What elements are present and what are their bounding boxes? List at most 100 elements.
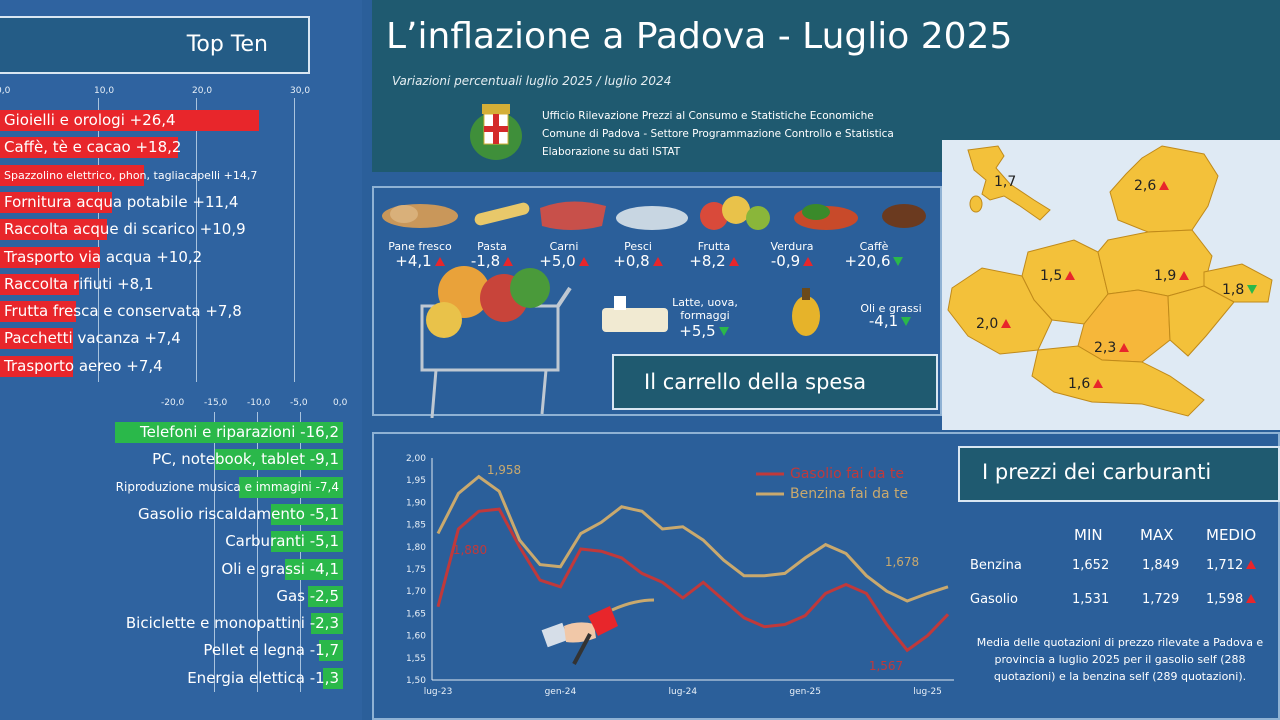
carrello-item-label: Pasta: [477, 240, 507, 253]
map-region-value: 1,6: [1068, 376, 1104, 392]
decrease-bar: [114, 422, 343, 443]
increase-arrow-icon: [1119, 343, 1130, 352]
top-ten-panel: Top Ten 0,0 10,0 20,0 30,0 Gioielli e orolog…: [0, 0, 362, 720]
carrello-item-value: +4,1: [378, 252, 462, 270]
top-ten-title: Top Ten: [186, 32, 268, 57]
gridline: [294, 98, 295, 382]
chart-annotation: 1,880: [453, 543, 487, 557]
item-value-text: +5,0: [539, 252, 576, 270]
carrello-title-box: Il carrello della spesa: [612, 354, 938, 410]
increase-label: Frutta fresca e conservata +7,8: [4, 302, 242, 321]
map-region-value: 1,8: [1222, 282, 1258, 298]
decrease-label: Riproduzione musica e immagini -7,4: [115, 479, 339, 494]
carrello-item-label: Caffè: [859, 240, 889, 253]
page-title: L’inflazione a Padova - Luglio 2025: [386, 16, 1013, 57]
row-gasolio-name: Gasolio: [970, 592, 1018, 607]
row-benzina-name: Benzina: [970, 558, 1022, 573]
increase-arrow-icon: [1246, 560, 1257, 569]
decrease-bar: [271, 531, 343, 553]
carburanti-title: I prezzi dei carburanti: [982, 460, 1212, 484]
oli-label: Oli e grassi: [860, 302, 922, 315]
item-value-text: +20,6: [844, 252, 891, 270]
decrease-label: Telefoni e riparazioni -16,2: [139, 423, 339, 441]
legend-label: Gasolio fai da te: [790, 466, 904, 482]
carrello-item-value: -1,8: [450, 252, 534, 270]
page-subtitle: Variazioni percentuali luglio 2025 / lug…: [392, 74, 672, 88]
increase-arrow-icon: [803, 257, 814, 266]
axis-bottom-tick: -10,0: [247, 398, 271, 408]
region-value-text: 1,8: [1222, 282, 1245, 298]
decrease-bar: [319, 640, 343, 662]
decrease-label: Gasolio riscaldamento -5,1: [138, 504, 339, 523]
decrease-label: Biciclette e monopattini -2,3: [125, 614, 339, 633]
carburanti-title-box: I prezzi dei carburanti: [958, 446, 1280, 502]
increase-arrow-icon: [503, 257, 514, 266]
fuel-pump-icon: [541, 598, 655, 665]
increase-label: Caffè, tè e cacao +18,2: [4, 138, 182, 157]
axis-top-tick: 30,0: [290, 86, 311, 96]
carrello-item-label: Pane fresco: [388, 240, 452, 253]
x-tick-label: lug-23: [424, 687, 453, 697]
carburanti-panel: 2,00 1,95 1,90 1,85 1,80 1,75 1,70 1,65 1,60 1,55…: [372, 432, 1280, 720]
decrease-bar: [323, 667, 343, 689]
increase-arrow-icon: [652, 257, 663, 266]
item-value-text: +4,1: [395, 252, 432, 270]
row-benzina-min: 1,652: [1072, 558, 1110, 573]
carrello-title: Il carrello della spesa: [644, 370, 867, 394]
map-region-value: 1,5: [1040, 268, 1076, 284]
carrello-item-value: +8,2: [672, 252, 756, 270]
increase-bar: [0, 355, 73, 377]
carrello-item-value: +0,8: [596, 252, 680, 270]
increase-label: Spazzolino elettrico, phon, tagliacapell…: [4, 168, 258, 182]
legend-label: Benzina fai da te: [790, 486, 908, 502]
axis-bottom-tick: 0,0: [333, 398, 348, 408]
x-tick-label: lug-24: [668, 687, 697, 697]
region-value-text: 1,9: [1154, 268, 1177, 284]
item-value-text: +0,8: [613, 252, 650, 270]
carrello-item-value: +5,0: [522, 252, 606, 270]
increase-arrow-icon: [1179, 271, 1190, 280]
region-value-text: 2,6: [1134, 178, 1157, 194]
decrease-bar: [214, 449, 343, 471]
decrease-bar: [285, 558, 343, 580]
carrello-item-label: Pesci: [624, 240, 652, 253]
decrease-label: Pellet e legna -1,7: [203, 641, 339, 660]
increase-label: Raccolta rifiuti +8,1: [4, 274, 154, 293]
carrello-item-label: Carni: [549, 240, 579, 253]
carrello-item-value: +20,6: [832, 252, 916, 270]
latte-label-2: formaggi: [680, 309, 730, 322]
gridline: [196, 98, 197, 382]
x-tick-label: gen-24: [545, 687, 577, 697]
chart-annotation: 1,678: [885, 555, 919, 569]
carrello-item-value: -0,9: [750, 252, 834, 270]
food-icons: [382, 196, 926, 418]
increase-arrow-icon: [728, 257, 739, 266]
axis-top-tick: 10,0: [94, 86, 115, 96]
office-line-3: Elaborazione su dati ISTAT: [542, 146, 681, 158]
y-tick-label: 1,50: [406, 676, 426, 686]
padova-coat-of-arms-icon: [470, 104, 522, 160]
decrease-bar: [238, 476, 343, 498]
series-line: [436, 474, 949, 603]
item-value-text: -1,8: [470, 252, 501, 270]
header-max: MAX: [1140, 526, 1174, 544]
header-medio: MEDIO: [1206, 526, 1257, 544]
decrease-arrow-icon: [1247, 285, 1258, 294]
map-region-value: 2,6: [1134, 178, 1170, 194]
increase-label: Pacchetti vacanza +7,4: [4, 329, 181, 348]
carrello-panel: Pane fresco +4,1 Pasta -1,8 Carni +5,0 Pesci +0…: [372, 186, 942, 418]
increase-label: Trasporto via acqua +10,2: [4, 247, 203, 266]
increase-bar: [0, 301, 77, 323]
carrello-item-label: Frutta: [697, 240, 731, 253]
decrease-label: Carburanti -5,1: [225, 532, 339, 551]
y-tick-label: 1,55: [406, 654, 426, 664]
office-line-1: Ufficio Rilevazione Prezzi al Consumo e …: [542, 110, 874, 122]
decrease-arrow-icon: [718, 327, 729, 336]
y-tick-label: 1,95: [406, 476, 426, 486]
oli-value: -4,1: [848, 312, 932, 330]
y-tick-label: 1,60: [406, 632, 426, 642]
decrease-label: Gas -2,5: [276, 586, 339, 605]
decrease-label: Energia elettica -1,3: [187, 668, 339, 687]
latte-label-1: Latte, uova,: [672, 296, 738, 309]
y-tick-label: 1,80: [406, 543, 426, 553]
